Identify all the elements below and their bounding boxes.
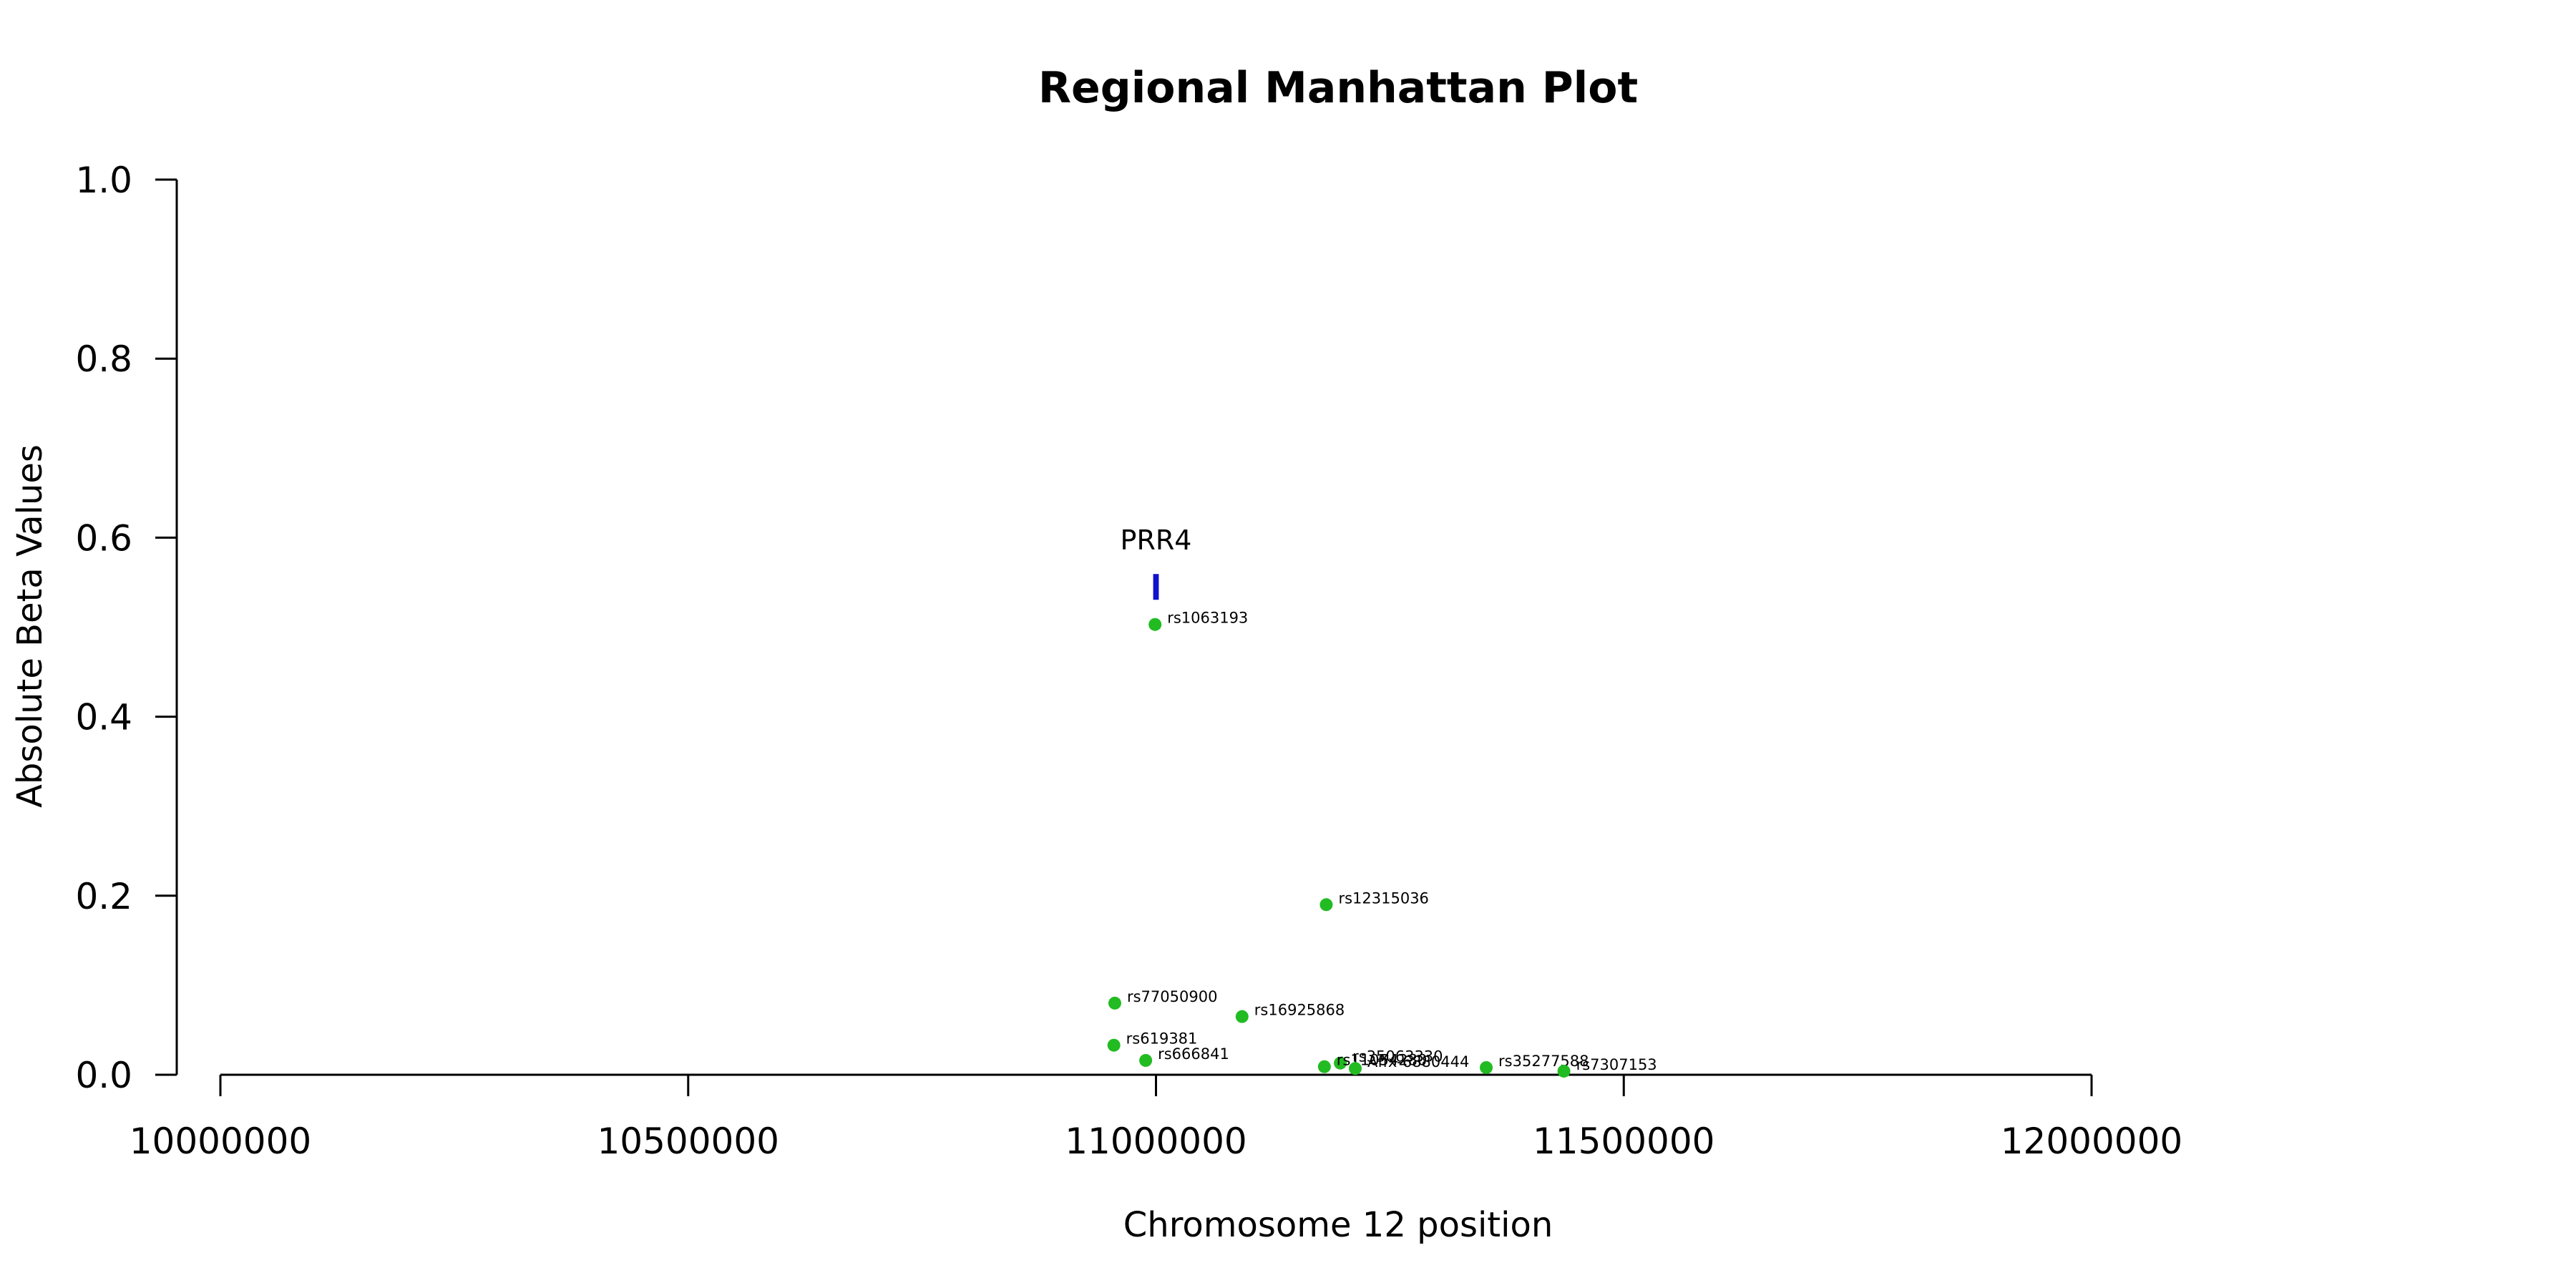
snp-point-6: [1334, 1056, 1347, 1070]
x-tick-label-1: 10500000: [597, 1121, 780, 1162]
snp-point-0: [1148, 618, 1162, 631]
snp-point-10: [1557, 1064, 1571, 1078]
snp-label-1: rs12315036: [1338, 889, 1428, 907]
x-axis-label: Chromosome 12 position: [1123, 1205, 1553, 1245]
gene-bar-0: [1153, 574, 1159, 600]
snp-label-0: rs1063193: [1167, 610, 1248, 627]
x-tick-label-4: 12000000: [2001, 1121, 2183, 1162]
snp-label-5: rs666841: [1158, 1045, 1229, 1063]
y-tick-label-5: 1.0: [75, 160, 132, 201]
snp-point-8: [1348, 1062, 1362, 1075]
x-tick-label-0: 10000000: [130, 1121, 312, 1162]
x-axis-ticks: 10000000 10500000 11000000 11500000 12000000: [130, 1075, 2183, 1162]
gene-track: PRR4: [1121, 525, 1192, 600]
snp-label-9: rs35277588: [1498, 1053, 1589, 1070]
y-tick-label-3: 0.6: [75, 517, 132, 559]
snp-point-9: [1480, 1060, 1493, 1074]
y-axis-ticks: 0.0 0.2 0.4 0.6 0.8 1.0: [75, 160, 177, 1096]
snp-label-6: rs35063330: [1352, 1048, 1443, 1065]
x-tick-label-3: 11500000: [1533, 1121, 1715, 1162]
y-tick-label-0: 0.0: [75, 1055, 132, 1096]
snp-point-4: [1107, 1038, 1121, 1052]
snp-label-3: rs16925868: [1254, 1002, 1345, 1019]
snp-label-4: rs619381: [1126, 1030, 1198, 1048]
chart-title: Regional Manhattan Plot: [1038, 63, 1638, 113]
snp-point-3: [1235, 1010, 1249, 1023]
snp-point-2: [1108, 996, 1121, 1010]
snp-label-2: rs77050900: [1127, 988, 1217, 1005]
snp-point-5: [1139, 1053, 1153, 1067]
gene-label-0: PRR4: [1121, 525, 1192, 556]
y-tick-label-2: 0.4: [75, 697, 132, 738]
y-tick-label-4: 0.8: [75, 338, 132, 380]
y-tick-label-1: 0.2: [75, 876, 132, 917]
y-axis-label: Absolute Beta Values: [10, 444, 50, 808]
x-tick-label-2: 11000000: [1065, 1121, 1247, 1162]
snp-label-10: rs7307153: [1576, 1056, 1657, 1073]
snp-points: rs1063193 rs12315036 rs77050900 rs16925868 r…: [1107, 610, 1657, 1078]
snp-point-7: [1317, 1060, 1331, 1073]
snp-label-8: Affx-6880444: [1367, 1053, 1469, 1070]
snp-point-1: [1319, 898, 1333, 912]
